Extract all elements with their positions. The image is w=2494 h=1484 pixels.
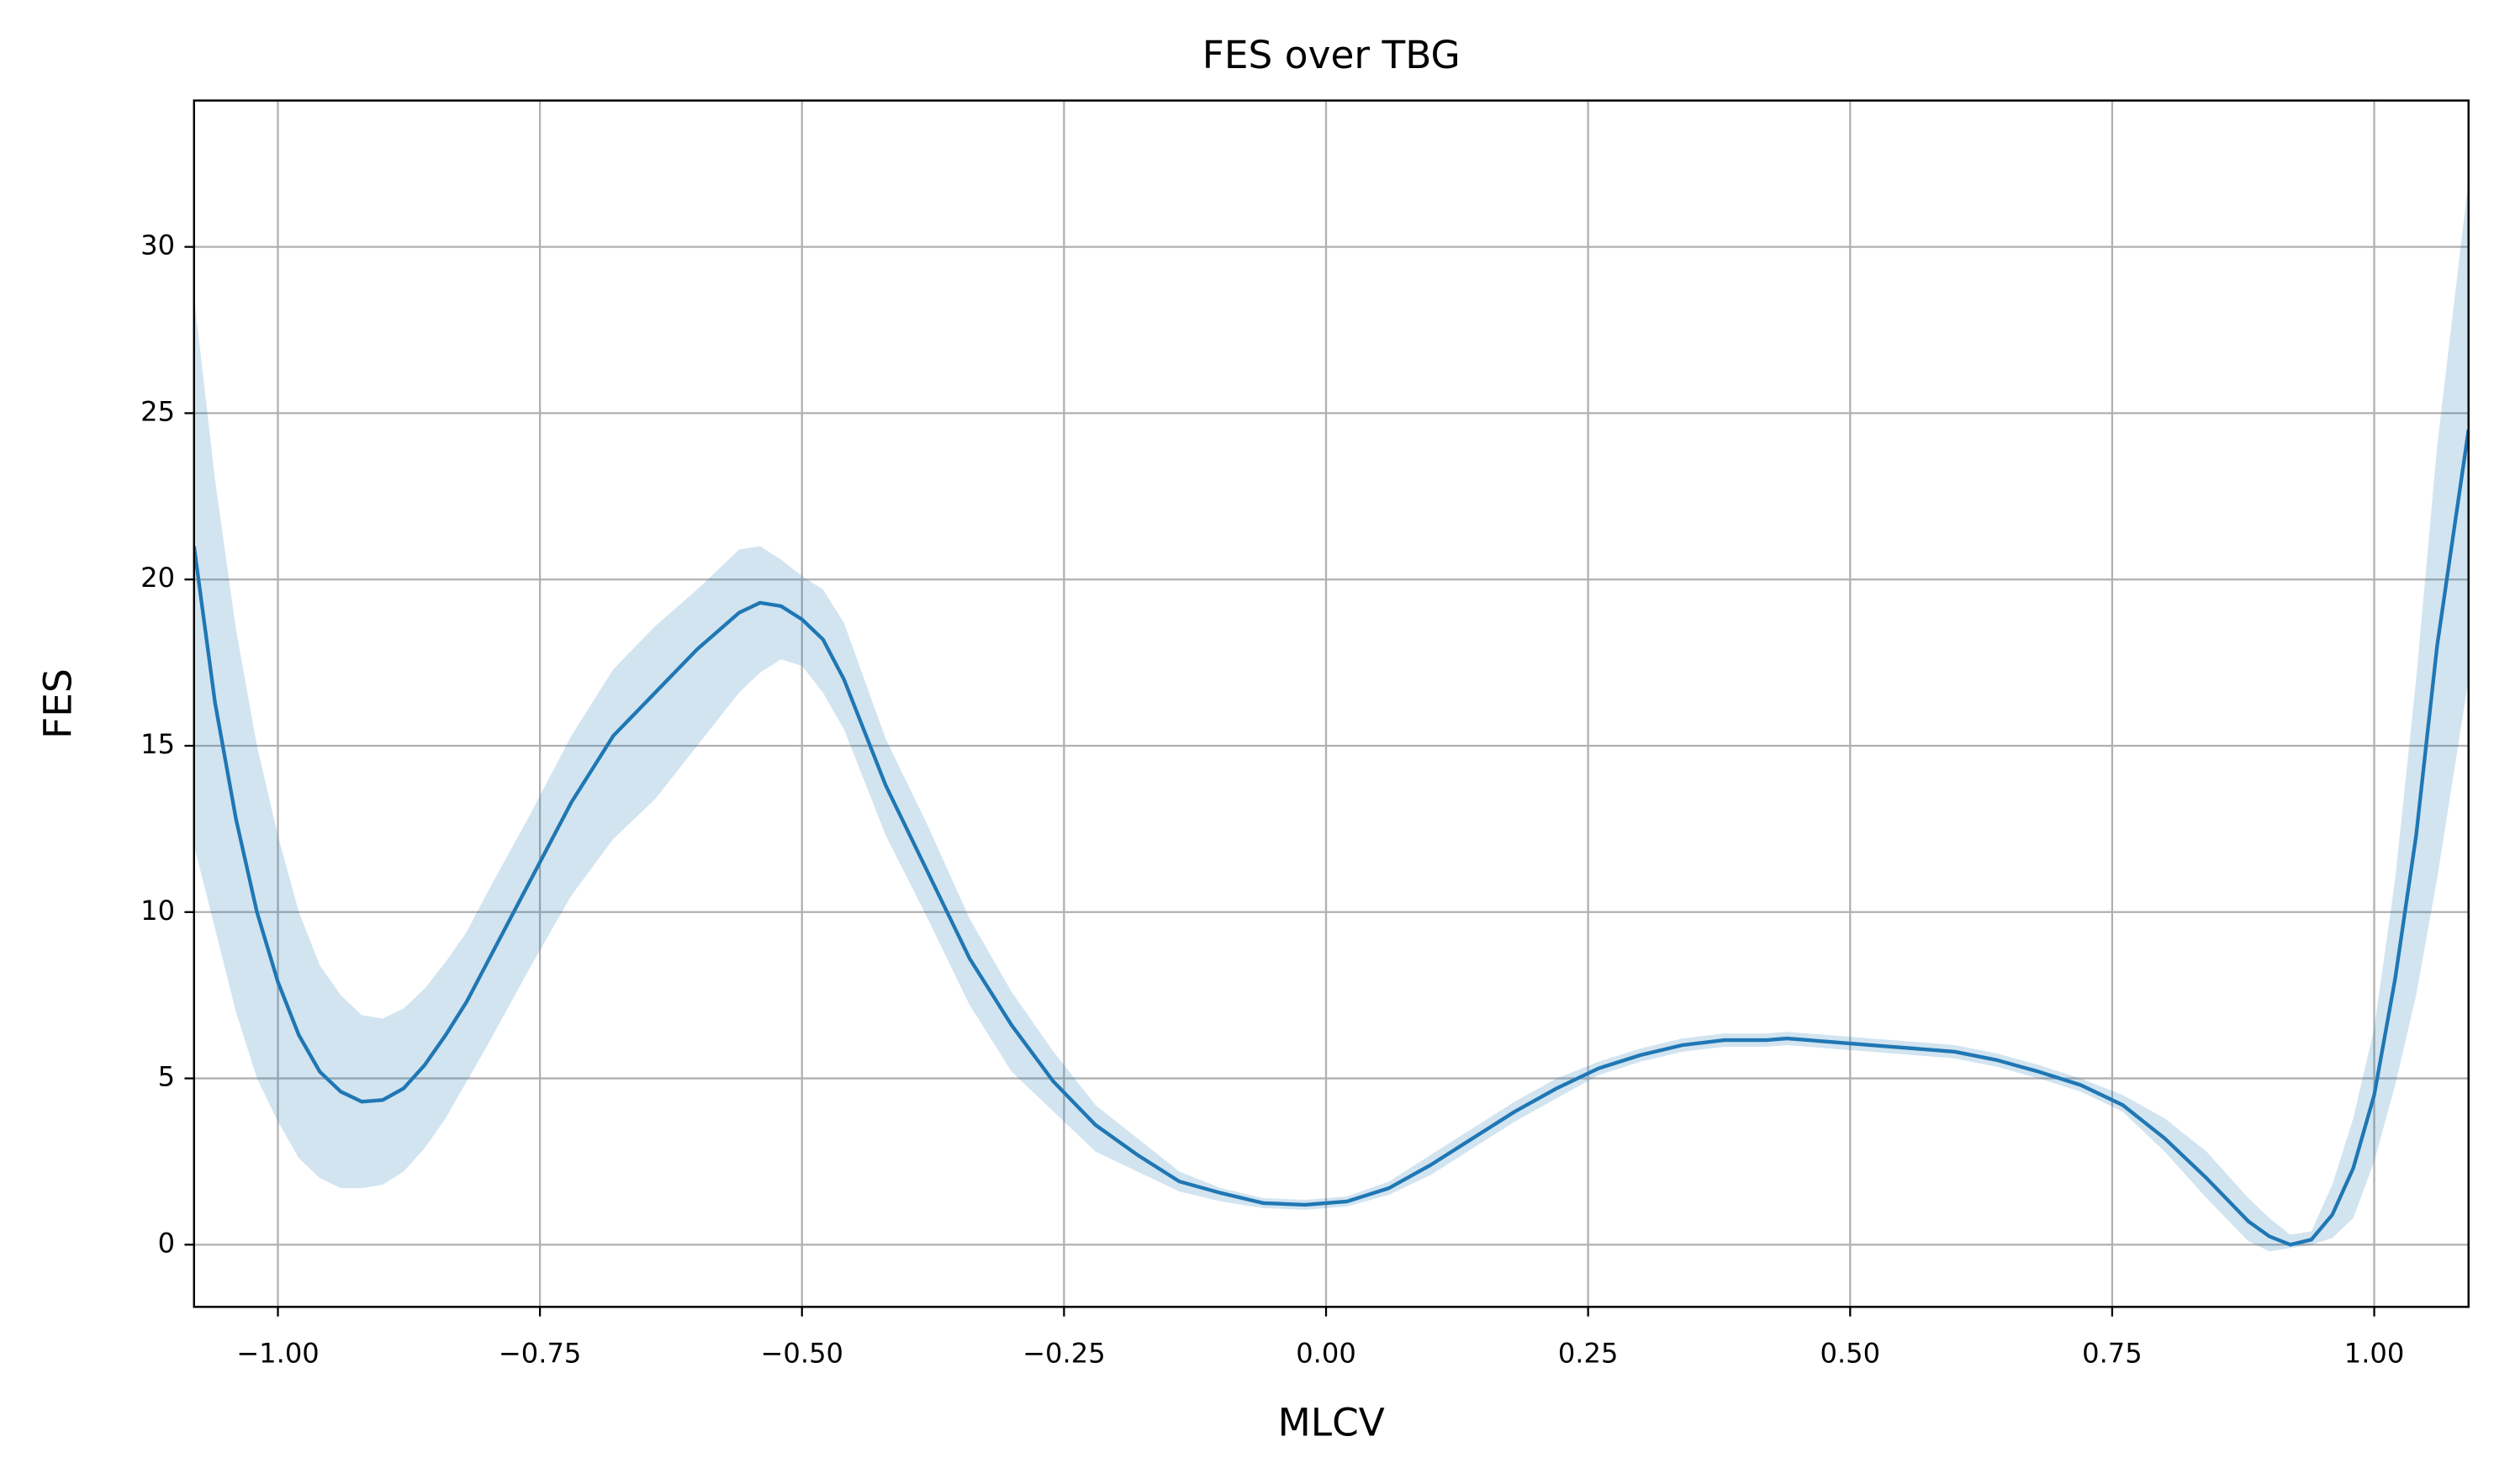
x-tick-label: 0.25 xyxy=(1558,1337,1619,1369)
y-tick-label: 20 xyxy=(140,562,175,594)
x-axis-label: MLCV xyxy=(1278,1400,1385,1444)
x-tick-label: −0.50 xyxy=(760,1337,843,1369)
y-tick-label: 0 xyxy=(158,1227,175,1259)
x-tick-label: 1.00 xyxy=(2344,1337,2405,1369)
confidence-band xyxy=(193,180,2469,1252)
x-tick-label: −0.25 xyxy=(1022,1337,1106,1369)
chart-title: FES over TBG xyxy=(1202,33,1461,77)
x-tick-label: 0.50 xyxy=(1820,1337,1880,1369)
y-tick-label: 15 xyxy=(140,728,175,760)
x-tick-label: 0.00 xyxy=(1296,1337,1356,1369)
x-tick-label: −0.75 xyxy=(499,1337,582,1369)
y-axis-label: FES xyxy=(35,668,80,739)
axes-frame xyxy=(193,99,2470,1308)
plot-area xyxy=(193,100,2469,1307)
line xyxy=(193,429,2469,1247)
x-tick-label: 0.75 xyxy=(2082,1337,2143,1369)
y-tick-label: 30 xyxy=(140,230,175,261)
y-tick-label: 10 xyxy=(140,895,175,927)
y-tick-label: 5 xyxy=(158,1061,175,1093)
y-tick-label: 25 xyxy=(140,395,175,427)
x-tick-label: −1.00 xyxy=(236,1337,320,1369)
